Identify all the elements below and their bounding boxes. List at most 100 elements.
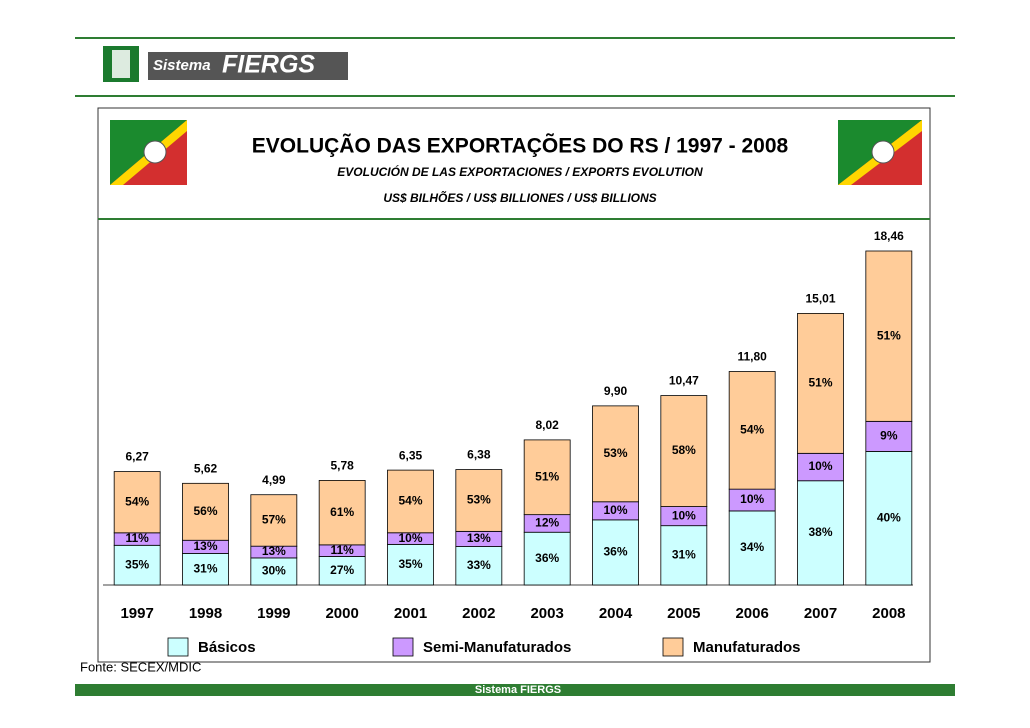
bar-segment bbox=[523, 439, 571, 516]
x-tick-label: 2007 bbox=[804, 605, 837, 622]
x-tick-label: 2001 bbox=[394, 605, 427, 622]
total-label: 8,02 bbox=[535, 418, 559, 432]
segment-label: 53% bbox=[603, 446, 627, 460]
x-tick-label: 2008 bbox=[872, 605, 905, 622]
segment-label: 31% bbox=[193, 561, 217, 575]
total-label: 4,99 bbox=[262, 473, 286, 487]
total-label: 5,62 bbox=[194, 461, 218, 475]
unit-label: US$ BILHÕES / US$ BILLIONES / US$ BILLIO… bbox=[383, 190, 656, 205]
bar-segment bbox=[455, 469, 503, 532]
bar-segment bbox=[660, 395, 708, 507]
segment-label: 11% bbox=[125, 531, 149, 545]
bar-segment bbox=[318, 556, 366, 586]
segment-label: 10% bbox=[672, 508, 696, 522]
bar-segment bbox=[387, 469, 434, 534]
total-label: 11,80 bbox=[737, 350, 767, 364]
total-label: 9,90 bbox=[604, 384, 628, 398]
x-tick-label: 1997 bbox=[120, 605, 153, 622]
segment-label: 36% bbox=[535, 551, 559, 565]
segment-label: 54% bbox=[125, 494, 149, 508]
segment-label: 56% bbox=[193, 504, 217, 518]
x-tick-label: 2006 bbox=[735, 605, 768, 622]
legend-label: Semi-Manufaturados bbox=[423, 639, 571, 656]
x-tick-label: 2003 bbox=[530, 605, 563, 622]
segment-label: 34% bbox=[740, 540, 764, 554]
bar-segment bbox=[797, 313, 844, 454]
x-tick-label: 2000 bbox=[325, 605, 358, 622]
footer-brand: Sistema FIERGS bbox=[475, 684, 561, 696]
segment-label: 40% bbox=[877, 510, 901, 524]
chart-subtitle: EVOLUCIÓN DE LAS EXPORTACIONES / EXPORTS… bbox=[337, 164, 703, 179]
bar-segment bbox=[728, 510, 776, 586]
footer-strip bbox=[75, 684, 955, 696]
bar-segment bbox=[865, 250, 913, 422]
segment-label: 27% bbox=[330, 563, 354, 577]
segment-label: 38% bbox=[808, 525, 832, 539]
total-label: 6,35 bbox=[399, 448, 423, 462]
legend-swatch bbox=[662, 637, 684, 657]
bar-segment bbox=[523, 531, 571, 586]
total-label: 5,78 bbox=[330, 459, 354, 473]
bar-segment bbox=[318, 480, 366, 546]
segment-label: 9% bbox=[880, 429, 898, 443]
x-tick-label: 1998 bbox=[189, 605, 222, 622]
x-tick-label: 2005 bbox=[667, 605, 700, 622]
bar-segment bbox=[250, 494, 298, 547]
segment-label: 13% bbox=[193, 539, 217, 553]
segment-label: 13% bbox=[262, 544, 286, 558]
logo-small: Sistema bbox=[153, 57, 211, 74]
segment-label: 35% bbox=[125, 557, 149, 571]
flag-right bbox=[838, 120, 922, 185]
logo-bar bbox=[148, 52, 348, 80]
logo-emblem bbox=[112, 50, 130, 78]
x-tick-label: 2004 bbox=[599, 605, 633, 622]
frame bbox=[97, 107, 931, 663]
segment-label: 10% bbox=[808, 459, 832, 473]
bar-segment bbox=[660, 525, 708, 586]
bar-segment bbox=[113, 544, 161, 586]
bar-segment bbox=[592, 405, 639, 503]
bar-segment bbox=[865, 450, 913, 586]
segment-label: 12% bbox=[535, 516, 559, 530]
segment-label: 54% bbox=[398, 494, 422, 508]
bar-segment bbox=[113, 471, 161, 534]
bar-segment bbox=[865, 420, 913, 452]
segment-label: 58% bbox=[672, 443, 696, 457]
segment-label: 53% bbox=[467, 493, 491, 507]
segment-label: 11% bbox=[330, 543, 354, 557]
bar-segment bbox=[728, 371, 776, 490]
segment-label: 51% bbox=[808, 376, 832, 390]
total-label: 6,38 bbox=[467, 448, 491, 462]
bar-segment bbox=[455, 546, 503, 586]
flag-left bbox=[110, 120, 187, 185]
logo-big: FIERGS bbox=[222, 51, 315, 79]
legend-swatch bbox=[392, 637, 414, 657]
bar-segment bbox=[387, 543, 434, 586]
segment-label: 51% bbox=[535, 469, 559, 483]
segment-label: 10% bbox=[740, 492, 764, 506]
segment-label: 61% bbox=[330, 505, 354, 519]
segment-label: 54% bbox=[740, 422, 764, 436]
segment-label: 51% bbox=[877, 328, 901, 342]
legend-label: Básicos bbox=[198, 639, 256, 656]
segment-label: 10% bbox=[603, 503, 627, 517]
segment-label: 57% bbox=[262, 513, 286, 527]
total-label: 15,01 bbox=[805, 292, 835, 306]
x-tick-label: 2002 bbox=[462, 605, 495, 622]
chart-title: EVOLUÇÃO DAS EXPORTAÇÕES DO RS / 1997 - … bbox=[252, 134, 789, 158]
segment-label: 36% bbox=[603, 545, 627, 559]
legend-swatch bbox=[167, 637, 189, 657]
total-label: 18,46 bbox=[874, 229, 904, 243]
segment-label: 31% bbox=[672, 548, 696, 562]
total-label: 10,47 bbox=[669, 374, 699, 388]
segment-label: 13% bbox=[467, 531, 491, 545]
segment-label: 30% bbox=[262, 564, 286, 578]
legend-label: Manufaturados bbox=[693, 639, 801, 656]
total-label: 6,27 bbox=[125, 450, 149, 464]
segment-label: 33% bbox=[467, 558, 491, 572]
x-tick-label: 1999 bbox=[257, 605, 290, 622]
source: Fonte: SECEX/MDIC bbox=[80, 659, 201, 674]
bar-segment bbox=[797, 480, 844, 586]
bar-segment bbox=[182, 482, 229, 541]
bar-segment bbox=[182, 553, 229, 586]
